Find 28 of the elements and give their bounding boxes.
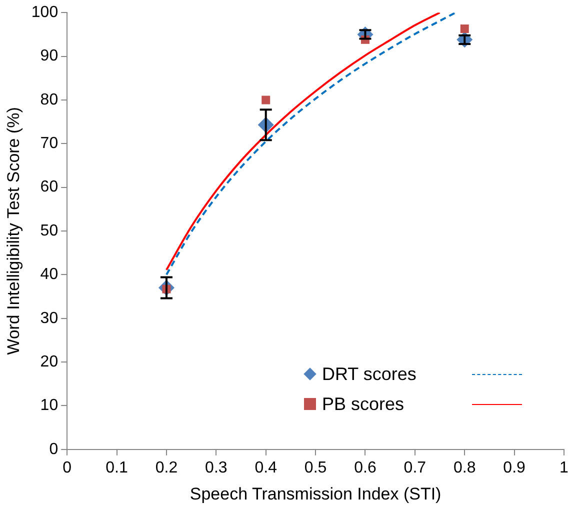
y-tick-label: 0 (49, 440, 58, 458)
x-tick-label: 0.6 (354, 459, 376, 476)
y-tick-label: 10 (40, 397, 58, 414)
y-tick-label: 50 (40, 222, 58, 240)
y-tick-label: 80 (40, 91, 58, 108)
legend-label: DRT scores (322, 364, 418, 385)
y-tick-label: 40 (40, 266, 58, 284)
y-tick-label: 70 (40, 135, 58, 152)
x-tick-label: 0.2 (155, 459, 178, 476)
x-tick-label: 1 (560, 459, 569, 476)
legend-label: PB scores (322, 394, 406, 415)
x-axis-title: Speech Transmission Index (STI) (190, 484, 442, 504)
y-tick-label: 90 (40, 48, 58, 65)
y-tick-label: 60 (40, 178, 58, 196)
x-tick-label: 0.1 (106, 459, 128, 476)
x-tick-label: 0.5 (304, 459, 327, 476)
x-tick-label: 0.4 (254, 459, 278, 476)
x-tick-label: 0.9 (503, 459, 526, 476)
x-tick-label: 0.3 (205, 459, 228, 476)
y-axis-title: Word Intelligibility Test Score (%) (4, 107, 23, 355)
y-tick-label: 30 (40, 310, 58, 327)
y-tick-label: 20 (40, 353, 58, 370)
point (460, 24, 469, 34)
point (262, 96, 270, 104)
y-tick-label: 100 (31, 4, 58, 22)
x-tick-label: 0 (62, 459, 72, 476)
x-tick-label: 0.7 (404, 459, 426, 476)
x-tick-label: 0.8 (453, 459, 476, 476)
